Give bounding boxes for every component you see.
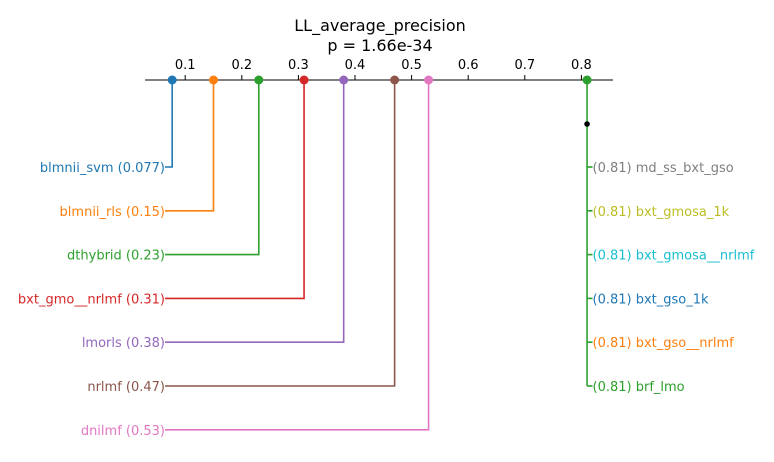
right-items: (0.81) md_ss_bxt_gso (0.81) bxt_gmosa_1k (… [582, 75, 755, 395]
item-connector [165, 80, 345, 344]
item-label: dthybrid (0.23) [67, 249, 165, 264]
item-rank-marker [299, 75, 309, 85]
item-rank-marker [254, 75, 264, 85]
axis-tick-label: 0.2 [231, 58, 252, 73]
item-label: blmnii_rls (0.15) [60, 205, 165, 220]
item-label: bxt_gmo__nrlmf (0.31) [18, 292, 165, 307]
item-label: (0.81) bxt_gso__nrlmf [593, 336, 735, 351]
item-connector [165, 80, 396, 387]
item-label: (0.81) bxt_gmosa__nrlmf [593, 249, 755, 264]
item-label: (0.81) brf_lmo [593, 380, 685, 395]
item-connector [165, 80, 215, 212]
item-label: lmorls (0.38) [82, 336, 165, 351]
axis-tick-label: 0.7 [514, 58, 535, 73]
item-connector [165, 80, 430, 431]
chart-title: LL_average_precision [294, 16, 466, 36]
item-label: blmnii_svm (0.077) [40, 161, 165, 176]
chart-subtitle: p = 1.66e-34 [327, 36, 432, 55]
axis-tick-label: 0.1 [175, 58, 196, 73]
item-connector [165, 80, 173, 168]
axis-tick-label: 0.4 [345, 58, 366, 73]
item-connector [165, 80, 260, 256]
item-label: (0.81) bxt_gmosa_1k [593, 205, 730, 220]
clique-marker [584, 121, 590, 127]
item-rank-marker [339, 75, 349, 85]
item-label: (0.81) md_ss_bxt_gso [593, 161, 734, 176]
item-rank-marker [209, 75, 218, 85]
right-group-rank-marker [582, 75, 592, 85]
left-items: blmnii_svm (0.077) blmnii_rls (0.15) dthyb… [18, 75, 434, 439]
item-label: nrlmf (0.47) [87, 380, 165, 395]
item-rank-marker [424, 75, 434, 85]
axis-tick-label: 0.5 [401, 58, 422, 73]
item-label: (0.81) bxt_gso_1k [593, 292, 710, 307]
axis-tick-label: 0.8 [571, 58, 592, 73]
axis-tick-label: 0.6 [458, 58, 479, 73]
item-connector [165, 80, 305, 300]
item-label: dnilmf (0.53) [81, 424, 165, 439]
item-rank-marker [167, 75, 177, 85]
axis-ticks: 0.1 0.2 0.3 0.4 0.5 0.6 0.7 0.8 [175, 58, 592, 80]
item-rank-marker [390, 75, 400, 85]
axis-tick-label: 0.3 [288, 58, 309, 73]
